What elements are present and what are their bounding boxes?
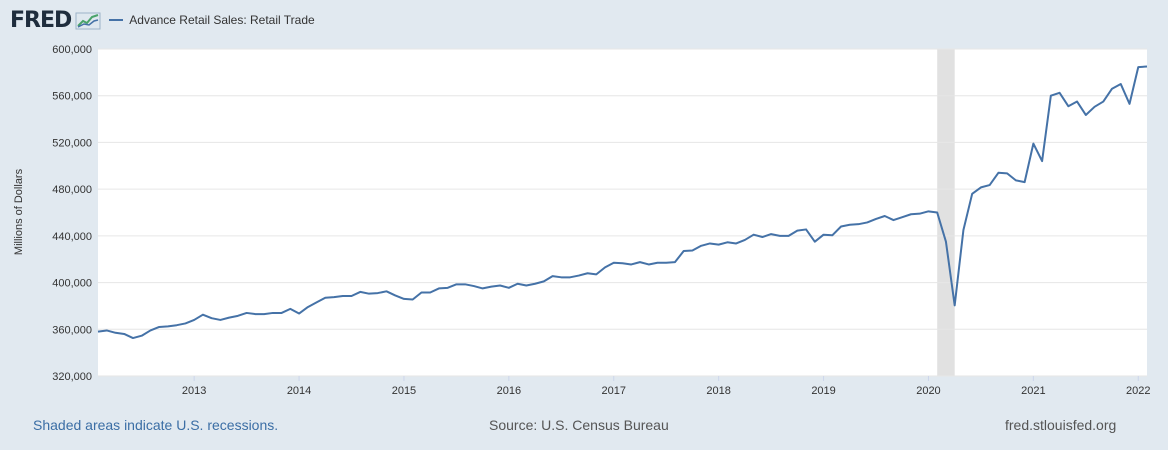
recession-note-link[interactable]: Shaded areas indicate U.S. recessions. (33, 417, 279, 433)
y-tick-label: 600,000 (52, 44, 92, 56)
y-tick-label: 480,000 (52, 184, 92, 196)
x-tick-label: 2017 (602, 385, 626, 397)
y-tick-label: 320,000 (52, 371, 92, 383)
y-tick-label: 360,000 (52, 324, 92, 336)
x-tick-label: 2020 (916, 385, 940, 397)
x-axis-ticks: 2013 2014 2015 2016 2017 2018 2019 2020 2021 2022 (182, 376, 1151, 397)
x-tick-label: 2016 (497, 385, 521, 397)
x-tick-label: 2013 (182, 385, 206, 397)
x-tick-label: 2021 (1021, 385, 1045, 397)
x-tick-label: 2019 (811, 385, 835, 397)
line-chart: 320,000 360,000 400,000 440,000 480,000 520,0… (13, 44, 1151, 397)
series-line[interactable] (97, 65, 1148, 340)
x-tick-label: 2015 (392, 385, 416, 397)
y-tick-label: 400,000 (52, 278, 92, 290)
recession-band (937, 49, 955, 376)
grid-lines (98, 48, 1147, 377)
x-tick-label: 2022 (1126, 385, 1150, 397)
y-axis-label: Millions of Dollars (13, 168, 25, 255)
y-tick-label: 440,000 (52, 231, 92, 243)
header: FRED Advance Retail Sales: Retail Trade (10, 6, 315, 34)
site-url[interactable]: fred.stlouisfed.org (1005, 417, 1117, 433)
plot-area (98, 49, 1147, 376)
y-tick-label: 520,000 (52, 137, 92, 149)
chart-legend[interactable]: Advance Retail Sales: Retail Trade (109, 13, 315, 27)
source-note: Source: U.S. Census Bureau (489, 417, 669, 433)
x-tick-label: 2018 (706, 385, 730, 397)
legend-series-label: Advance Retail Sales: Retail Trade (129, 13, 315, 27)
line-chart-icon (75, 12, 101, 30)
y-axis-ticks: 320,000 360,000 400,000 440,000 480,000 520,0… (52, 44, 92, 383)
y-tick-label: 560,000 (52, 91, 92, 103)
legend-swatch (109, 19, 124, 21)
recession-bands (937, 49, 955, 376)
x-tick-label: 2014 (287, 385, 311, 397)
fred-logo[interactable]: FRED (10, 7, 72, 33)
